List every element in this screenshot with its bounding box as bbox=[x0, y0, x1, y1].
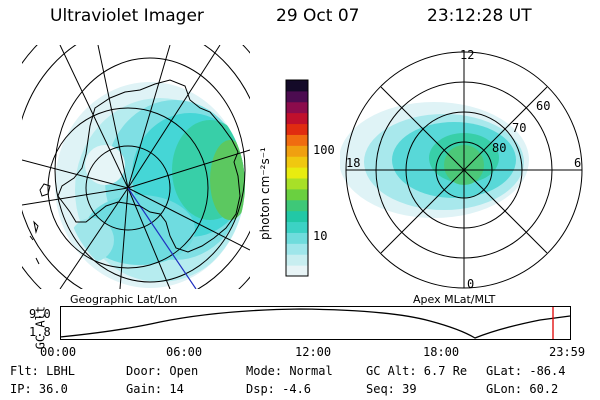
timeline-x-tick-1200: 12:00 bbox=[295, 345, 332, 359]
mlt-label-0: 0 bbox=[467, 277, 475, 291]
gc-alt-curve bbox=[60, 308, 571, 339]
mlt-spokes bbox=[346, 52, 582, 288]
time-label: 23:12:28 UT bbox=[427, 6, 532, 26]
glon-info: GLon: 60.2 bbox=[486, 382, 559, 396]
ip-info: IP: 36.0 bbox=[10, 382, 68, 396]
apex-panel-label: Apex MLat/MLT bbox=[413, 293, 496, 306]
colorbar-segment bbox=[286, 221, 308, 233]
colorbar-segment bbox=[286, 254, 308, 266]
colorbar-segment bbox=[286, 210, 308, 223]
glat-info: GLat: -86.4 bbox=[486, 364, 566, 378]
colorbar-segment bbox=[286, 243, 308, 255]
colorbar-segment bbox=[286, 112, 308, 125]
sun-direction-line bbox=[127, 187, 197, 289]
geographic-map bbox=[22, 45, 250, 289]
colorbar-segment bbox=[286, 145, 308, 157]
mlt-label-18: 18 bbox=[346, 156, 361, 170]
colorbar-segment bbox=[286, 134, 308, 146]
colorbar-segment bbox=[286, 199, 308, 212]
filter-info: Flt: LBHL bbox=[10, 364, 76, 378]
gain-info: Gain: 14 bbox=[126, 382, 184, 396]
mlat-label-80: 80 bbox=[492, 141, 507, 155]
timeline-y-tick-min: 1.8 bbox=[29, 325, 51, 339]
longitude-grid bbox=[22, 45, 250, 289]
dsp-info: Dsp: -4.6 bbox=[246, 382, 312, 396]
colorbar-tick-100: 100 bbox=[313, 143, 335, 157]
mlt-label-6: 6 bbox=[574, 156, 582, 170]
instrument-title: Ultraviolet Imager bbox=[50, 6, 204, 26]
colorbar-segment bbox=[286, 178, 308, 190]
colorbar-segment bbox=[286, 167, 308, 179]
colorbar-segment bbox=[286, 265, 308, 277]
date-label: 29 Oct 07 bbox=[276, 6, 360, 26]
mode-info: Mode: Normal bbox=[246, 364, 333, 378]
timeline-x-tick-0000: 00:00 bbox=[40, 345, 77, 359]
gc-alt-timeline bbox=[60, 306, 571, 340]
colorbar-segment bbox=[286, 101, 308, 114]
colorbar-segment bbox=[286, 232, 308, 244]
colorbar-unit-label: photon cm⁻²s⁻¹ bbox=[258, 147, 272, 240]
mlat-label-60: 60 bbox=[536, 99, 551, 113]
timeline-x-tick-2359: 23:59 bbox=[549, 345, 586, 359]
mlt-label-12: 12 bbox=[460, 48, 475, 62]
polar-plot bbox=[340, 51, 583, 289]
door-info: Door: Open bbox=[126, 364, 199, 378]
latitude-grid bbox=[22, 45, 250, 289]
geographic-panel-label: Geographic Lat/Lon bbox=[70, 293, 178, 306]
coastline bbox=[57, 79, 241, 253]
colorbar-segment bbox=[286, 90, 308, 103]
colorbar-segment bbox=[286, 123, 308, 135]
colorbar-segment bbox=[286, 156, 308, 168]
timeline-x-tick-0600: 06:00 bbox=[166, 345, 203, 359]
colorbar-segment bbox=[286, 188, 308, 201]
colorbar-segment bbox=[286, 80, 308, 92]
gc-alt-info: GC Alt: 6.7 Re bbox=[366, 364, 468, 378]
mlat-label-70: 70 bbox=[512, 121, 527, 135]
timeline-y-tick-max: 9.0 bbox=[29, 307, 51, 321]
seq-info: Seq: 39 bbox=[366, 382, 417, 396]
colorbar bbox=[285, 79, 309, 277]
colorbar-tick-10: 10 bbox=[313, 229, 328, 243]
timeline-x-tick-1800: 18:00 bbox=[423, 345, 460, 359]
